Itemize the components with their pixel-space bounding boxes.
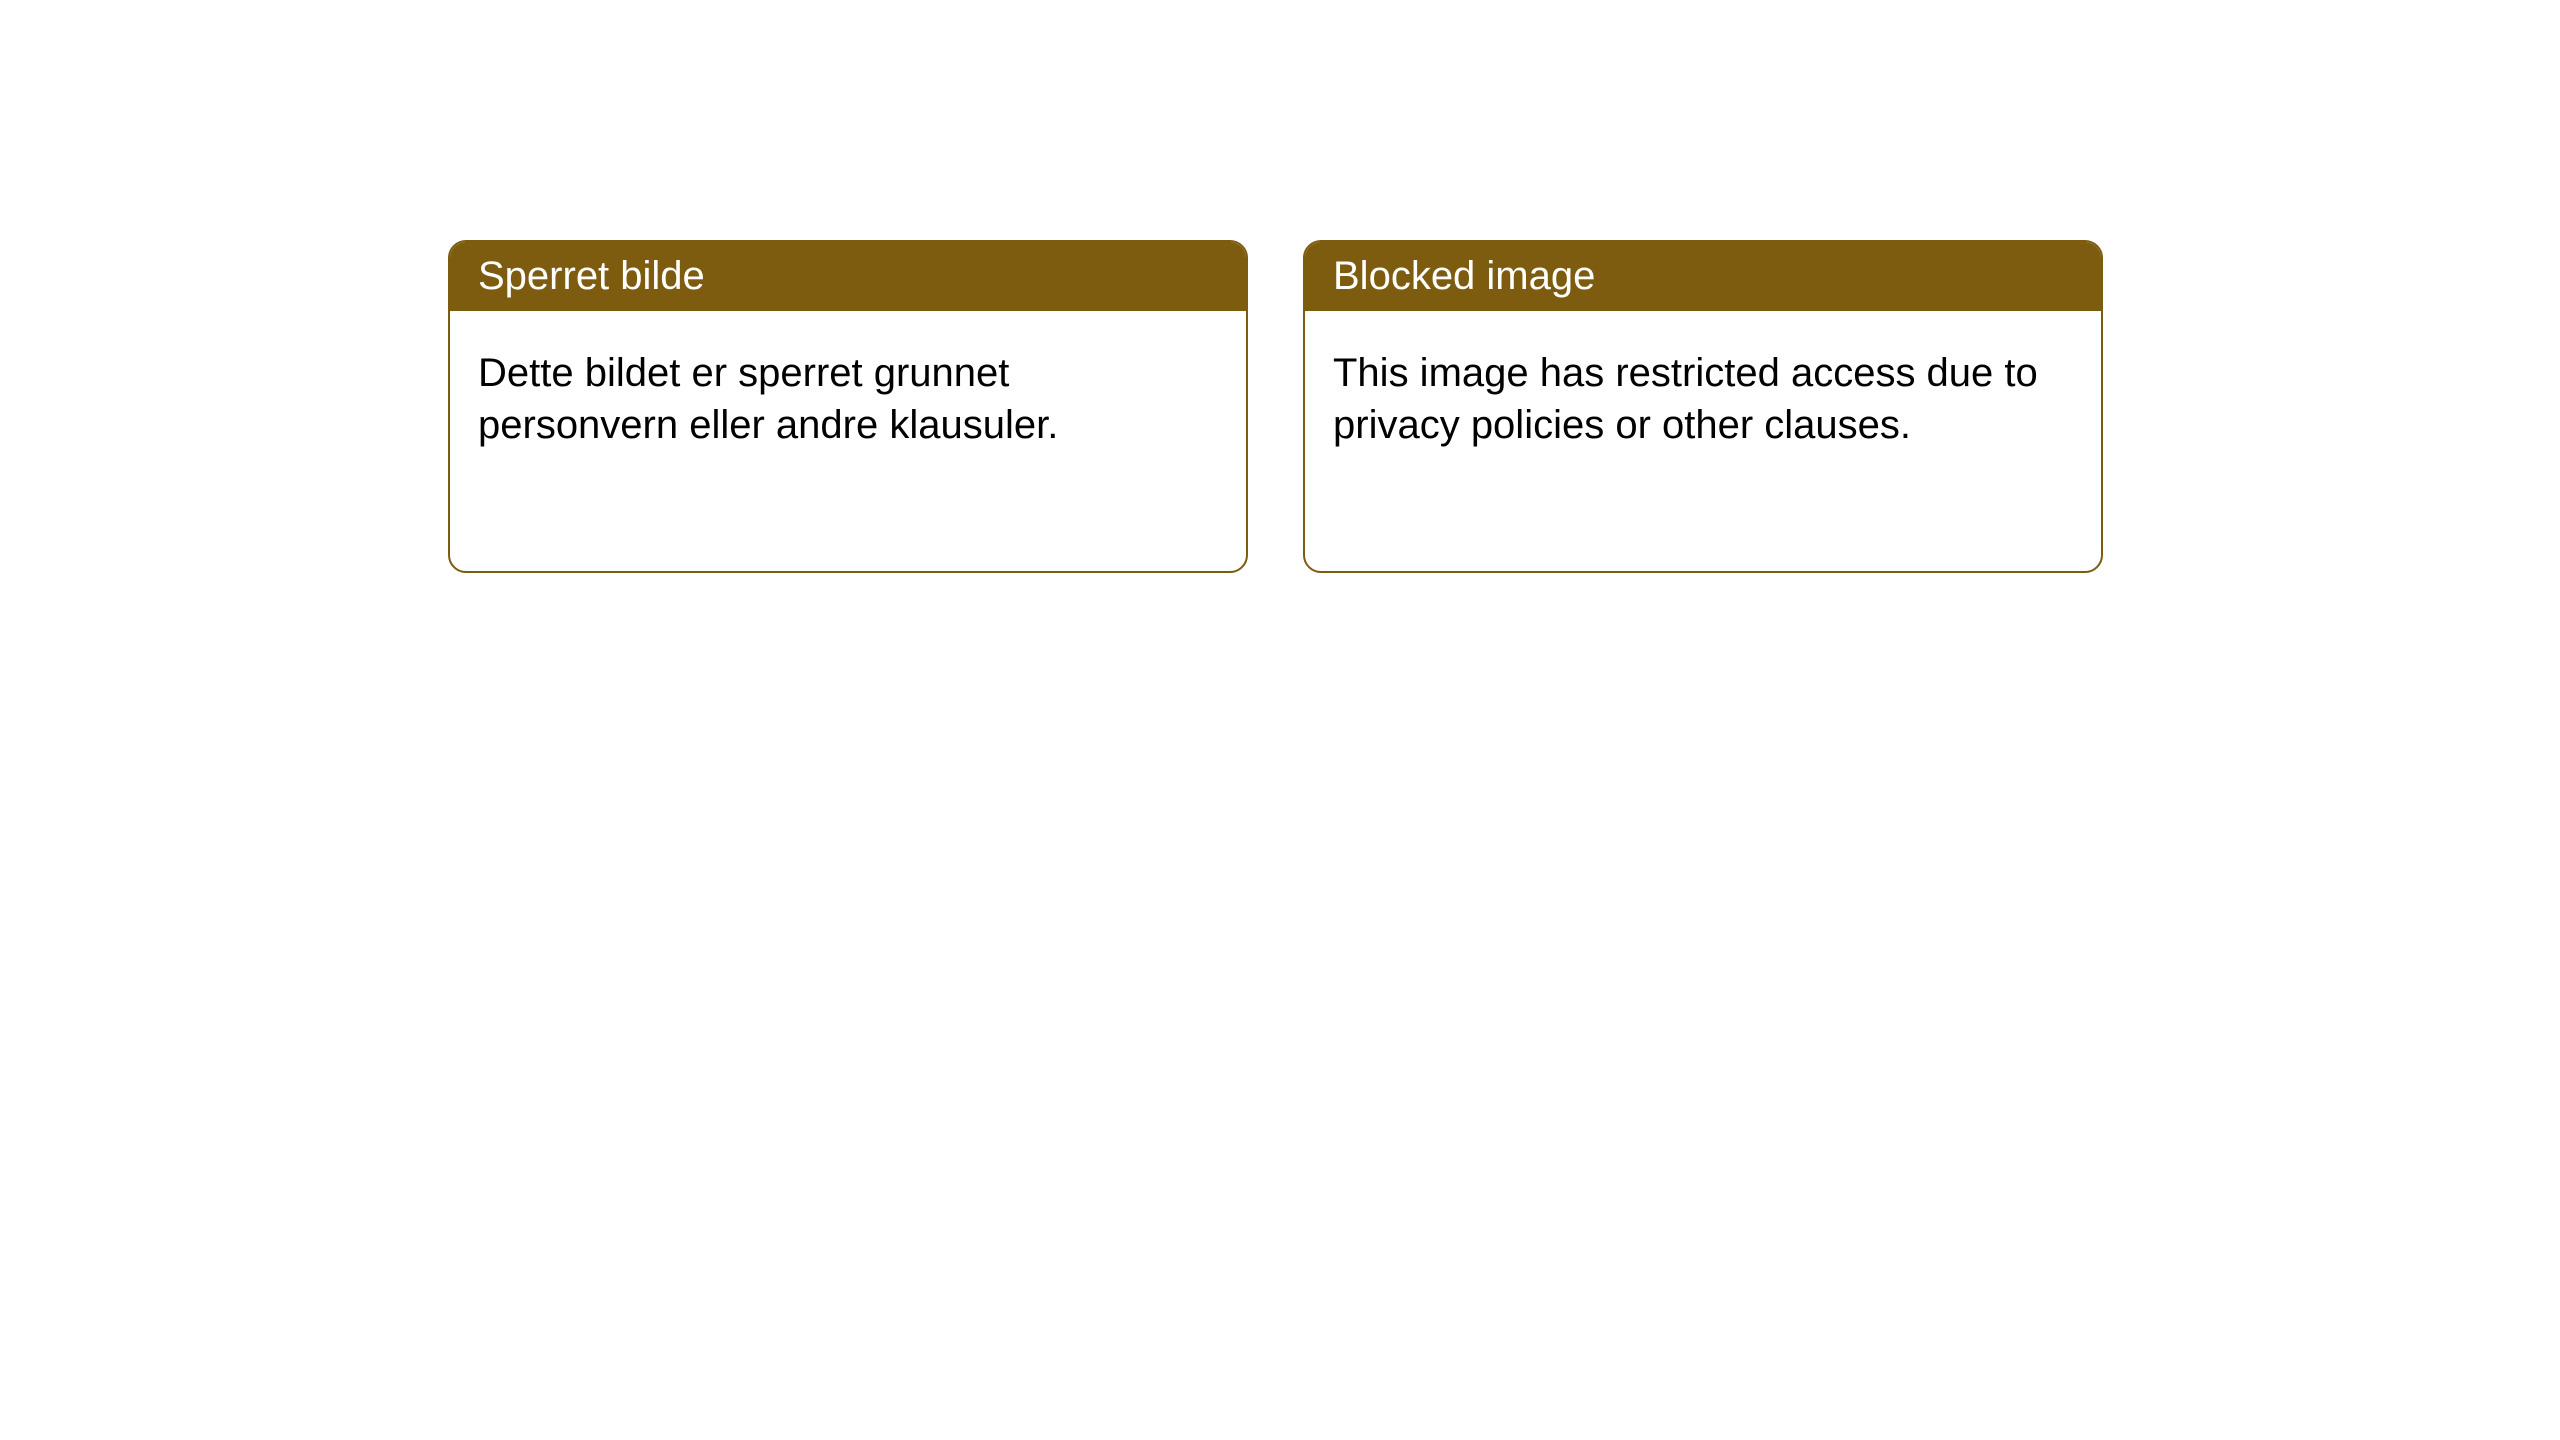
- card-body: Dette bildet er sperret grunnet personve…: [450, 311, 1246, 487]
- card-message: Dette bildet er sperret grunnet personve…: [478, 351, 1058, 447]
- blocked-image-card-english: Blocked image This image has restricted …: [1303, 240, 2103, 573]
- card-title: Sperret bilde: [478, 254, 705, 298]
- card-header: Blocked image: [1305, 242, 2101, 311]
- card-body: This image has restricted access due to …: [1305, 311, 2101, 487]
- notice-cards-container: Sperret bilde Dette bildet er sperret gr…: [448, 240, 2103, 573]
- card-message: This image has restricted access due to …: [1333, 351, 2038, 447]
- card-title: Blocked image: [1333, 254, 1595, 298]
- blocked-image-card-norwegian: Sperret bilde Dette bildet er sperret gr…: [448, 240, 1248, 573]
- card-header: Sperret bilde: [450, 242, 1246, 311]
